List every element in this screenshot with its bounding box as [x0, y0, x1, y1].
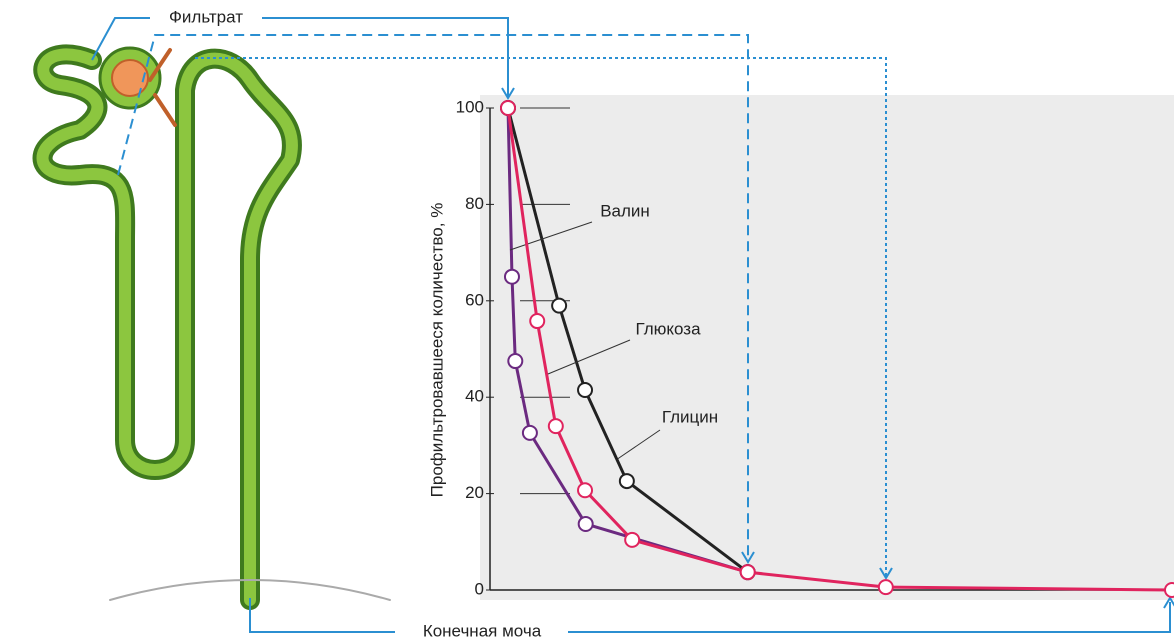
point	[508, 354, 522, 368]
point	[879, 580, 893, 594]
y-axis-label: Профильтровавшееся количество, %	[427, 203, 446, 498]
point	[501, 101, 515, 115]
point	[1165, 583, 1174, 597]
point	[578, 483, 592, 497]
point	[579, 517, 593, 531]
point	[578, 383, 592, 397]
point	[741, 565, 755, 579]
figure: Фильтрат Конечная моча Профильтровавшеес…	[0, 0, 1174, 638]
series-label: Глюкоза	[635, 319, 701, 338]
annotation: Конечная моча	[423, 621, 542, 638]
point	[625, 533, 639, 547]
point	[505, 270, 519, 284]
nephron	[43, 48, 391, 600]
series-label: Глицин	[662, 407, 718, 426]
y-tick-label: 100	[456, 97, 484, 116]
y-tick-label: 60	[465, 290, 484, 309]
point	[549, 419, 563, 433]
y-tick-label: 0	[475, 579, 484, 598]
series-label: Валин	[600, 201, 650, 220]
y-tick-label: 80	[465, 194, 484, 213]
point	[620, 474, 634, 488]
y-tick-label: 40	[465, 387, 484, 406]
point	[552, 299, 566, 313]
y-tick-label: 20	[465, 483, 484, 502]
annotation: Фильтрат	[169, 7, 243, 26]
point	[530, 314, 544, 328]
point	[523, 426, 537, 440]
